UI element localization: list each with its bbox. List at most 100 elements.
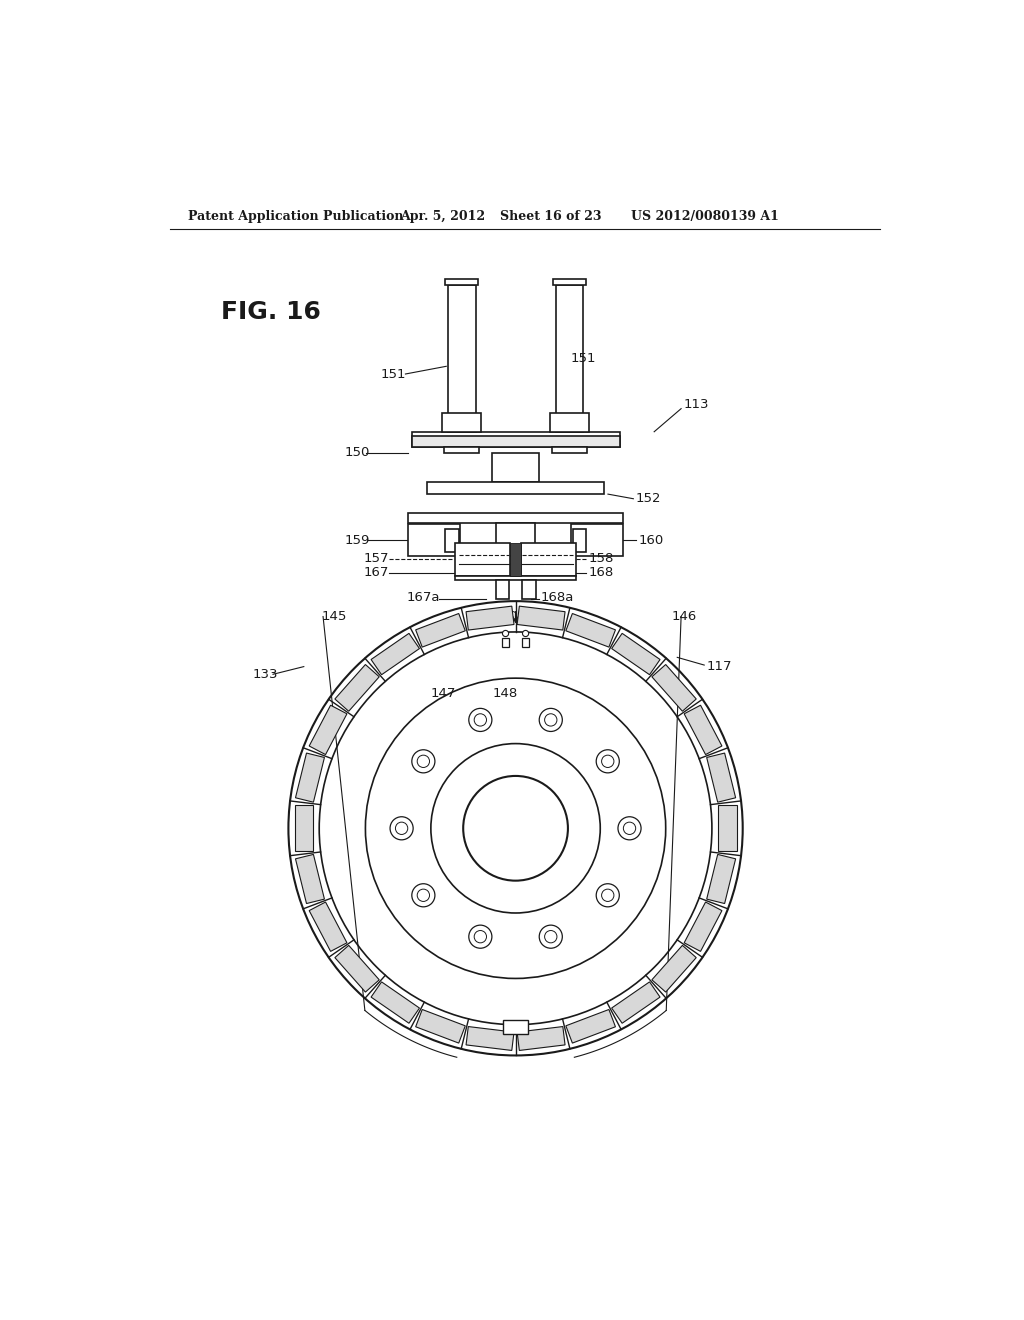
Text: 160: 160 — [639, 533, 664, 546]
Bar — [408, 512, 624, 523]
Bar — [572, 529, 587, 552]
Circle shape — [390, 817, 413, 840]
Text: 158: 158 — [589, 552, 614, 565]
Polygon shape — [611, 982, 660, 1023]
Bar — [502, 638, 509, 647]
Text: 159: 159 — [345, 533, 370, 546]
Polygon shape — [566, 614, 615, 647]
Text: 150: 150 — [345, 446, 370, 459]
Bar — [447, 285, 475, 432]
Text: FIG. 16: FIG. 16 — [221, 301, 322, 325]
Polygon shape — [466, 1027, 514, 1051]
Bar — [412, 432, 620, 447]
Text: Sheet 16 of 23: Sheet 16 of 23 — [500, 210, 602, 223]
Text: 168a: 168a — [541, 591, 574, 603]
Bar — [455, 544, 510, 576]
Text: 133: 133 — [252, 668, 278, 681]
Text: Patent Application Publication: Patent Application Publication — [188, 210, 403, 223]
Text: 147: 147 — [431, 686, 457, 700]
Polygon shape — [335, 945, 379, 993]
Circle shape — [395, 822, 408, 834]
Circle shape — [545, 931, 557, 942]
Bar — [550, 412, 589, 432]
Bar — [556, 285, 584, 432]
Circle shape — [469, 709, 492, 731]
Circle shape — [431, 743, 600, 913]
Text: 168: 168 — [589, 566, 614, 579]
Polygon shape — [296, 854, 325, 904]
Bar — [521, 638, 529, 647]
Polygon shape — [707, 854, 735, 904]
Circle shape — [417, 755, 429, 767]
Text: 167a: 167a — [407, 591, 439, 603]
Text: 148: 148 — [493, 686, 518, 700]
Circle shape — [289, 601, 742, 1056]
Circle shape — [474, 714, 486, 726]
Bar — [497, 524, 535, 557]
Text: 151: 151 — [381, 367, 407, 380]
Circle shape — [417, 890, 429, 902]
Polygon shape — [718, 805, 736, 851]
Circle shape — [540, 925, 562, 948]
Polygon shape — [611, 634, 660, 675]
Text: C: C — [506, 610, 515, 623]
Text: 157: 157 — [364, 552, 389, 565]
Circle shape — [624, 822, 636, 834]
Circle shape — [617, 817, 641, 840]
Polygon shape — [335, 664, 379, 711]
Bar — [444, 447, 479, 453]
Bar — [521, 544, 577, 576]
Bar — [571, 524, 624, 557]
Circle shape — [474, 931, 486, 942]
Text: Apr. 5, 2012: Apr. 5, 2012 — [400, 210, 485, 223]
Polygon shape — [371, 982, 420, 1023]
Circle shape — [412, 750, 435, 774]
Bar — [442, 412, 481, 432]
Text: 167: 167 — [364, 566, 389, 579]
Polygon shape — [707, 752, 735, 803]
Bar — [412, 437, 620, 447]
Bar — [493, 453, 539, 482]
Circle shape — [366, 678, 666, 978]
Text: 117: 117 — [707, 660, 732, 673]
Circle shape — [545, 714, 557, 726]
Polygon shape — [416, 1010, 465, 1043]
Bar — [455, 576, 577, 581]
Text: 151: 151 — [571, 352, 597, 366]
Polygon shape — [309, 902, 347, 952]
Circle shape — [522, 631, 528, 636]
Bar — [408, 524, 460, 557]
Polygon shape — [466, 606, 514, 630]
Circle shape — [463, 776, 568, 880]
Circle shape — [503, 631, 509, 636]
Polygon shape — [517, 606, 565, 630]
Text: 152: 152 — [636, 492, 662, 506]
Circle shape — [540, 709, 562, 731]
Text: 146: 146 — [672, 610, 697, 623]
Circle shape — [469, 925, 492, 948]
Polygon shape — [684, 705, 722, 755]
Bar — [503, 1020, 528, 1034]
Bar — [553, 280, 586, 285]
Polygon shape — [416, 614, 465, 647]
Bar — [445, 280, 478, 285]
Circle shape — [596, 883, 620, 907]
Polygon shape — [517, 1027, 565, 1051]
Polygon shape — [652, 945, 696, 993]
Polygon shape — [295, 805, 313, 851]
Text: 113: 113 — [683, 399, 709, 412]
Circle shape — [596, 750, 620, 774]
Circle shape — [319, 632, 712, 1024]
Polygon shape — [684, 902, 722, 952]
Bar — [427, 482, 604, 494]
Circle shape — [601, 755, 614, 767]
Text: 145: 145 — [322, 610, 347, 623]
Polygon shape — [309, 705, 347, 755]
Polygon shape — [296, 752, 325, 803]
Polygon shape — [652, 664, 696, 711]
Polygon shape — [371, 634, 420, 675]
Circle shape — [601, 890, 614, 902]
Bar — [510, 544, 521, 576]
Bar — [552, 447, 587, 453]
Text: US 2012/0080139 A1: US 2012/0080139 A1 — [631, 210, 779, 223]
